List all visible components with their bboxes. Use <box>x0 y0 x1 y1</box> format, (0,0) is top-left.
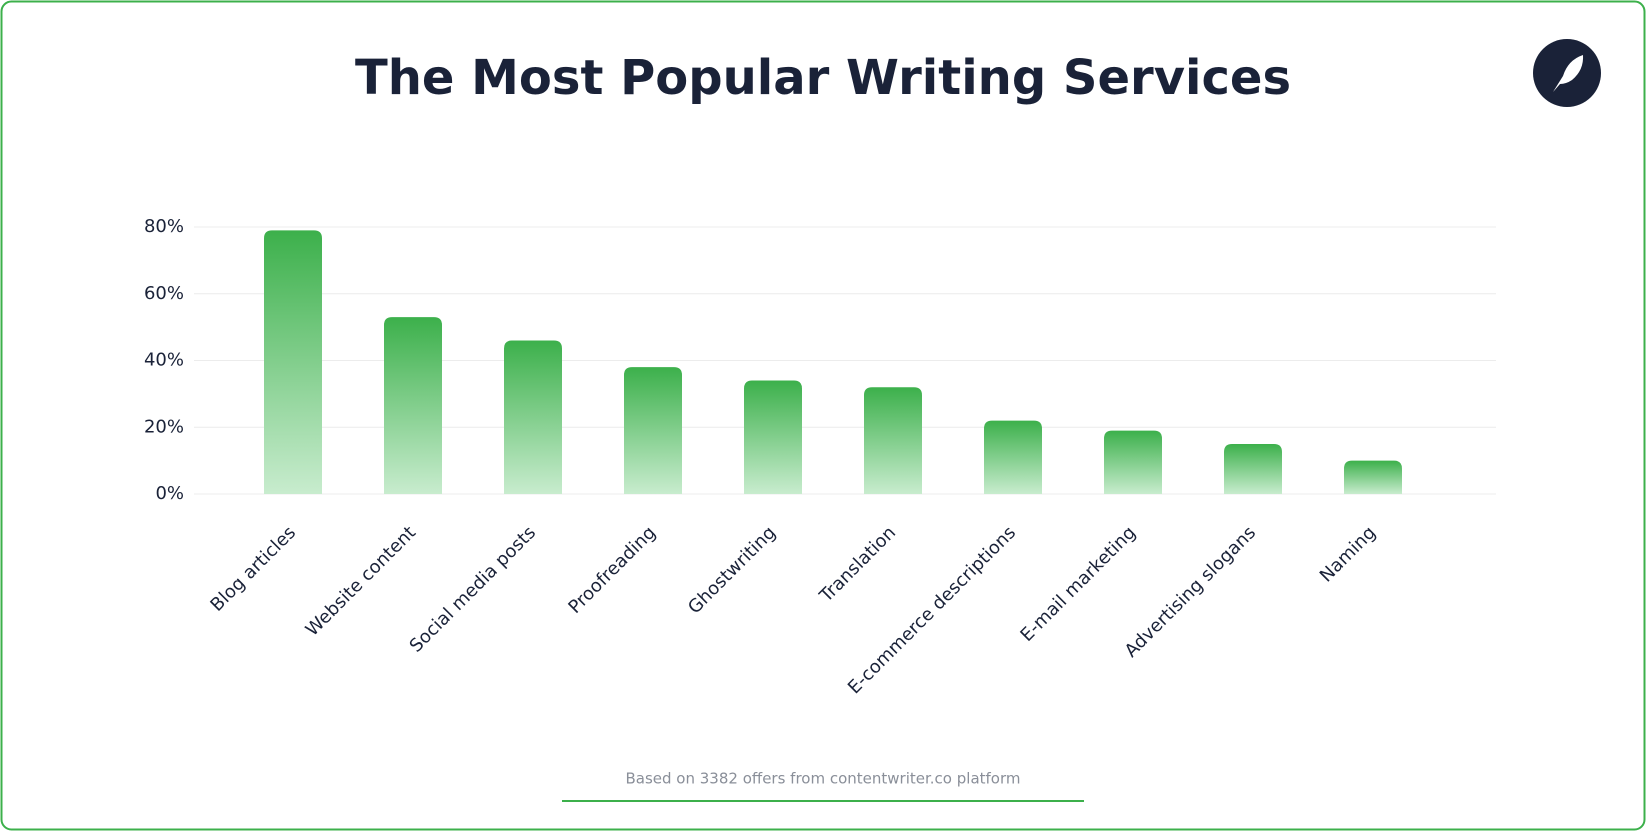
logo <box>1533 39 1601 107</box>
chart-title: The Most Popular Writing Services <box>355 50 1291 106</box>
footnote: Based on 3382 offers from contentwriter.… <box>625 770 1020 788</box>
y-tick-label: 80% <box>144 216 184 237</box>
bar <box>984 420 1042 494</box>
bar <box>864 387 922 494</box>
y-tick-label: 0% <box>155 483 184 504</box>
bar <box>264 230 322 494</box>
bar <box>624 367 682 494</box>
bar <box>1104 430 1162 494</box>
bar <box>1224 443 1282 494</box>
bar <box>384 317 442 494</box>
y-tick-label: 40% <box>144 350 184 371</box>
bar <box>744 380 802 494</box>
bar <box>504 340 562 494</box>
y-tick-label: 20% <box>144 416 184 437</box>
bar <box>1344 460 1402 494</box>
y-tick-label: 60% <box>144 283 184 304</box>
